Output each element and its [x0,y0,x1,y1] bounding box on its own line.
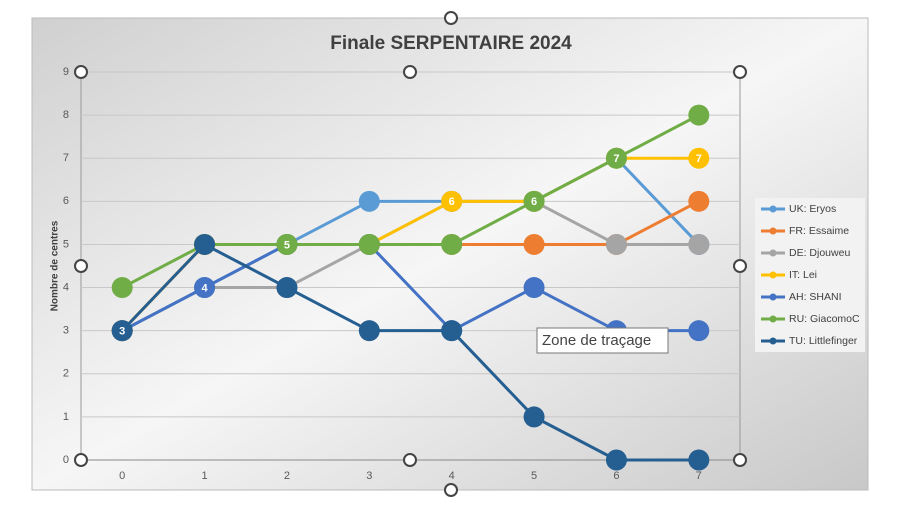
legend-marker [769,205,777,213]
legend-label: IT: Lei [789,269,817,281]
chart-title: Finale SERPENTAIRE 2024 [330,33,572,54]
data-label: 6 [531,196,537,208]
legend-marker [769,315,777,323]
legend-label: RU: GiacomoC [789,313,860,325]
legend-label: DE: Djouweu [789,247,850,259]
point-marker [605,233,627,255]
data-label: 7 [613,153,619,165]
point-marker [523,190,545,212]
point-marker [358,320,380,342]
point-marker [523,406,545,428]
y-tick-label: 6 [63,195,69,207]
y-tick-label: 0 [63,454,69,466]
tooltip: Zone de traçage [536,327,669,354]
point-marker [358,233,380,255]
data-label: 7 [696,153,702,165]
point-marker [688,104,710,126]
legend-label: UK: Eryos [789,203,836,215]
x-tick-label: 5 [531,470,537,482]
point-marker [688,233,710,255]
legend-marker [769,249,777,257]
point-marker [276,233,298,255]
point-marker [523,277,545,299]
legend-marker [769,271,777,279]
point-marker [111,277,133,299]
x-tick-label: 1 [202,470,208,482]
point-marker [688,449,710,471]
legend-label: TU: Littlefinger [789,335,858,347]
tooltip-box [536,327,669,354]
point-marker [688,190,710,212]
y-tick-label: 7 [63,152,69,164]
point-marker [276,277,298,299]
x-tick-label: 6 [613,470,619,482]
point-marker [194,233,216,255]
legend-label: FR: Essaime [789,225,849,237]
legend-marker [769,337,777,345]
x-tick-label: 4 [449,470,455,482]
y-tick-label: 9 [63,66,69,78]
point-marker [441,233,463,255]
y-tick-label: 3 [63,325,69,337]
point-marker [111,320,133,342]
x-tick-label: 7 [696,470,702,482]
series-line [121,242,699,333]
point-marker [441,190,463,212]
point-marker [688,147,710,169]
point-marker [441,320,463,342]
tooltip-text: Zone de traçage [542,332,651,349]
plot-layer: 01234567890123456756745673 [63,66,740,482]
data-label: 6 [449,196,455,208]
data-label: 5 [284,239,290,251]
y-tick-label: 5 [63,238,69,250]
selection-handles[interactable] [74,11,747,497]
point-marker [688,320,710,342]
legend-marker [769,227,777,235]
point-marker [194,277,216,299]
y-axis-label: Nombre de centres [50,220,61,311]
series-line [121,113,700,289]
x-tick-label: 3 [366,470,372,482]
y-tick-label: 4 [63,281,69,293]
legend-label: AH: SHANI [789,291,842,303]
legend-marker [769,293,777,301]
x-tick-label: 2 [284,470,290,482]
data-label: 3 [119,326,125,338]
point-marker [358,190,380,212]
y-tick-label: 8 [63,109,69,121]
point-marker [605,449,627,471]
y-tick-label: 1 [63,411,69,423]
point-marker [605,147,627,169]
data-label: 4 [202,282,209,294]
point-marker [523,233,545,255]
series-line [121,242,699,462]
x-tick-label: 0 [119,470,125,482]
y-tick-label: 2 [63,368,69,380]
